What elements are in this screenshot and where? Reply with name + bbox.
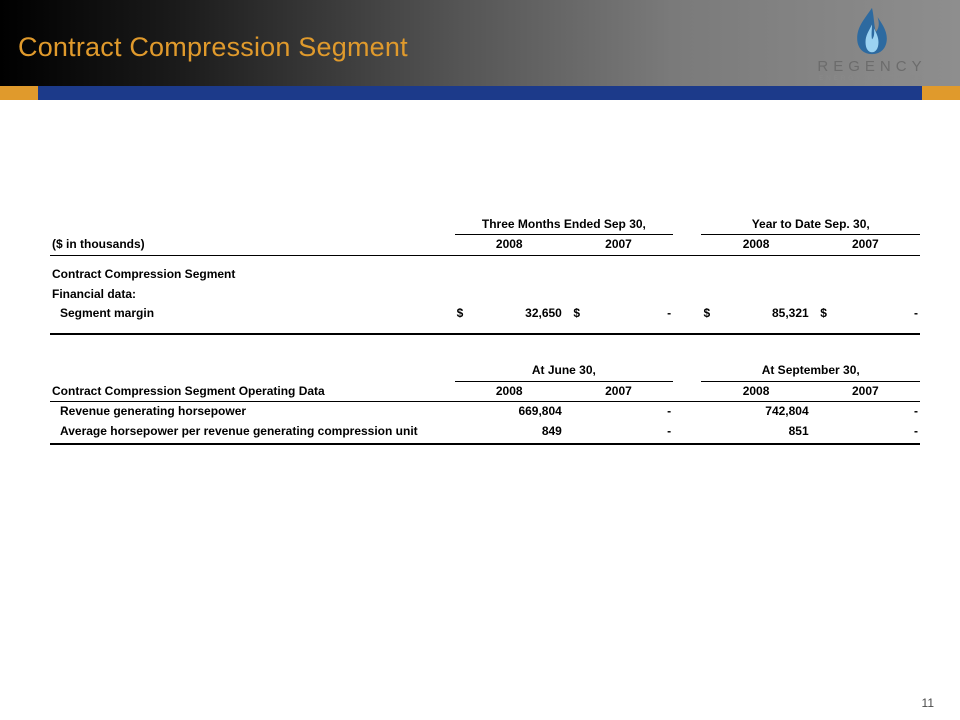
period-header-2: Year to Date Sep. 30, — [701, 215, 920, 235]
table-row: Revenue generating horsepower 669,804 - … — [50, 402, 920, 422]
company-logo: REGENCY ENERGY PARTNERS — [802, 6, 942, 82]
segment-margin-label: Segment margin — [50, 304, 455, 323]
fin-section-title: Contract Compression Segment — [50, 265, 455, 284]
op-year-2007-a: 2007 — [564, 381, 673, 401]
cell-value: - — [829, 402, 920, 422]
table-row — [50, 441, 920, 444]
cell-value: 669,804 — [473, 402, 564, 422]
currency-symbol: $ — [811, 304, 829, 323]
slide: Contract Compression Segment REGENCY ENE… — [0, 0, 960, 720]
table-row — [50, 323, 920, 331]
op-section-title: Contract Compression Segment Operating D… — [50, 381, 455, 401]
table-row — [50, 255, 920, 265]
cell-value: - — [829, 304, 920, 323]
table-row: Contract Compression Segment — [50, 265, 920, 284]
cell-value: - — [582, 304, 673, 323]
table-row — [50, 331, 920, 334]
logo-subtitle: ENERGY PARTNERS — [802, 75, 942, 82]
cell-value: - — [829, 422, 920, 441]
table-row: Contract Compression Segment Operating D… — [50, 381, 920, 401]
table-row: ($ in thousands) 2008 2007 2008 2007 — [50, 235, 920, 255]
op-year-2008-a: 2008 — [455, 381, 564, 401]
table-row: Three Months Ended Sep 30, Year to Date … — [50, 215, 920, 235]
avg-hp-label: Average horsepower per revenue generatin… — [50, 422, 455, 441]
stripe-orange-left — [0, 86, 38, 100]
year-2008-a: 2008 — [455, 235, 564, 255]
table-row: Average horsepower per revenue generatin… — [50, 422, 920, 441]
year-2007-a: 2007 — [564, 235, 673, 255]
currency-symbol: $ — [701, 304, 719, 323]
currency-symbol: $ — [564, 304, 582, 323]
logo-name: REGENCY — [802, 58, 942, 75]
op-period-header-2: At September 30, — [701, 361, 920, 381]
cell-value: - — [582, 422, 673, 441]
financial-table: Three Months Ended Sep 30, Year to Date … — [50, 215, 920, 335]
year-2008-b: 2008 — [701, 235, 810, 255]
year-2007-b: 2007 — [811, 235, 920, 255]
table-row: At June 30, At September 30, — [50, 361, 920, 381]
rev-hp-label: Revenue generating horsepower — [50, 402, 455, 422]
flame-icon — [850, 6, 894, 56]
table-row: Financial data: — [50, 285, 920, 304]
stripe-orange-right — [922, 86, 960, 100]
currency-symbol: $ — [455, 304, 473, 323]
unit-note: ($ in thousands) — [50, 235, 455, 255]
fin-subsection: Financial data: — [50, 285, 455, 304]
cell-value: 32,650 — [473, 304, 564, 323]
slide-header: Contract Compression Segment REGENCY ENE… — [0, 0, 960, 86]
page-number: 11 — [922, 696, 934, 710]
cell-value: 85,321 — [720, 304, 811, 323]
operating-table: At June 30, At September 30, Contract Co… — [50, 361, 920, 445]
cell-value: 849 — [473, 422, 564, 441]
stripe-navy — [38, 86, 922, 100]
op-period-header-1: At June 30, — [455, 361, 674, 381]
cell-value: 742,804 — [720, 402, 811, 422]
cell-value: - — [582, 402, 673, 422]
op-year-2008-b: 2008 — [701, 381, 810, 401]
period-header-1: Three Months Ended Sep 30, — [455, 215, 674, 235]
cell-value: 851 — [720, 422, 811, 441]
op-year-2007-b: 2007 — [811, 381, 920, 401]
slide-title: Contract Compression Segment — [18, 32, 408, 63]
accent-stripe — [0, 86, 960, 100]
content-area: Three Months Ended Sep 30, Year to Date … — [50, 215, 920, 445]
table-row: Segment margin $ 32,650 $ - $ 85,321 $ - — [50, 304, 920, 323]
